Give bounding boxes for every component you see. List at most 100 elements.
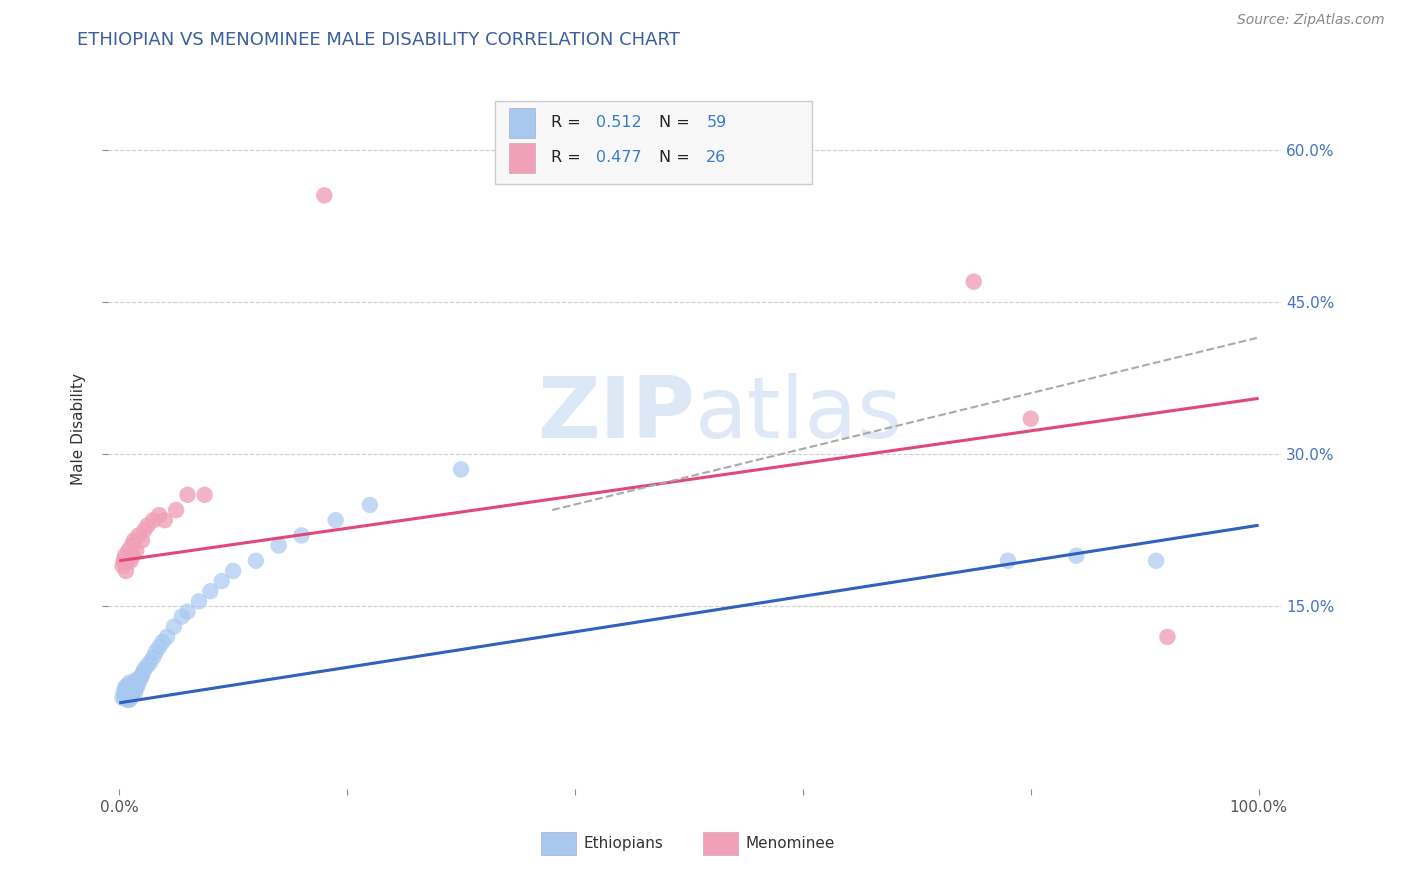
Text: Ethiopians: Ethiopians: [583, 837, 664, 851]
Text: 26: 26: [706, 150, 727, 165]
Point: [122, 682, 145, 697]
Text: ZIP: ZIP: [537, 373, 695, 456]
Point: [176, 605, 198, 619]
Text: N =: N =: [659, 115, 695, 130]
Point: [1144, 554, 1167, 568]
Point: [122, 675, 145, 690]
Point: [118, 675, 141, 690]
Point: [963, 275, 986, 289]
Point: [120, 554, 142, 568]
Point: [314, 188, 336, 202]
Point: [115, 682, 138, 697]
Point: [129, 671, 152, 685]
Point: [112, 686, 135, 700]
Point: [124, 686, 146, 700]
Point: [121, 549, 143, 563]
Point: [114, 690, 136, 705]
Point: [1019, 411, 1042, 425]
Point: [997, 554, 1019, 568]
Y-axis label: Male Disability: Male Disability: [72, 373, 86, 485]
Text: 0.512: 0.512: [596, 115, 641, 130]
Point: [170, 609, 193, 624]
Point: [120, 686, 142, 700]
Point: [139, 655, 162, 669]
FancyBboxPatch shape: [495, 101, 811, 184]
Text: atlas: atlas: [695, 373, 903, 456]
Text: 59: 59: [706, 115, 727, 130]
Text: N =: N =: [659, 150, 695, 165]
Point: [450, 462, 472, 476]
Point: [114, 549, 136, 563]
Point: [325, 513, 347, 527]
Point: [148, 508, 170, 522]
Point: [120, 681, 142, 695]
Point: [267, 539, 290, 553]
Point: [290, 528, 312, 542]
Bar: [509, 108, 534, 138]
Point: [115, 554, 138, 568]
Point: [117, 681, 139, 695]
Point: [187, 594, 209, 608]
Point: [118, 549, 141, 563]
Point: [111, 558, 134, 573]
Point: [142, 513, 165, 527]
Point: [121, 686, 143, 700]
Point: [118, 693, 141, 707]
Text: R =: R =: [551, 115, 586, 130]
Point: [176, 488, 198, 502]
Point: [1156, 630, 1178, 644]
Point: [120, 690, 142, 705]
Point: [121, 682, 143, 697]
Point: [211, 574, 233, 588]
Point: [125, 673, 148, 687]
Point: [115, 689, 138, 703]
Point: [122, 533, 145, 548]
Point: [121, 539, 143, 553]
Point: [124, 679, 146, 693]
Point: [115, 564, 138, 578]
Point: [117, 686, 139, 700]
Point: [125, 543, 148, 558]
Point: [128, 673, 150, 687]
Point: [115, 679, 138, 693]
Point: [131, 668, 153, 682]
Point: [118, 689, 141, 703]
Point: [115, 686, 138, 700]
Text: Source: ZipAtlas.com: Source: ZipAtlas.com: [1237, 13, 1385, 28]
Point: [111, 690, 134, 705]
Point: [128, 528, 150, 542]
Point: [134, 662, 156, 676]
Point: [121, 689, 143, 703]
Point: [132, 665, 155, 680]
Point: [115, 693, 138, 707]
Point: [136, 518, 159, 533]
Point: [148, 640, 170, 654]
Point: [359, 498, 381, 512]
Point: [152, 635, 174, 649]
Point: [121, 679, 143, 693]
Point: [153, 513, 176, 527]
Point: [117, 543, 139, 558]
Point: [142, 650, 165, 665]
Point: [165, 503, 187, 517]
Bar: [509, 143, 534, 173]
Point: [131, 533, 153, 548]
Point: [114, 681, 136, 695]
Text: 0.477: 0.477: [596, 150, 641, 165]
Point: [200, 584, 222, 599]
Point: [194, 488, 217, 502]
Point: [128, 675, 150, 690]
Point: [125, 681, 148, 695]
Point: [134, 524, 156, 538]
Text: R =: R =: [551, 150, 586, 165]
Point: [163, 620, 186, 634]
Point: [145, 645, 167, 659]
Point: [1066, 549, 1088, 563]
Text: ETHIOPIAN VS MENOMINEE MALE DISABILITY CORRELATION CHART: ETHIOPIAN VS MENOMINEE MALE DISABILITY C…: [77, 31, 681, 49]
Point: [245, 554, 267, 568]
Point: [127, 679, 149, 693]
Point: [156, 630, 179, 644]
Text: Menominee: Menominee: [745, 837, 835, 851]
Point: [112, 554, 135, 568]
Point: [117, 690, 139, 705]
